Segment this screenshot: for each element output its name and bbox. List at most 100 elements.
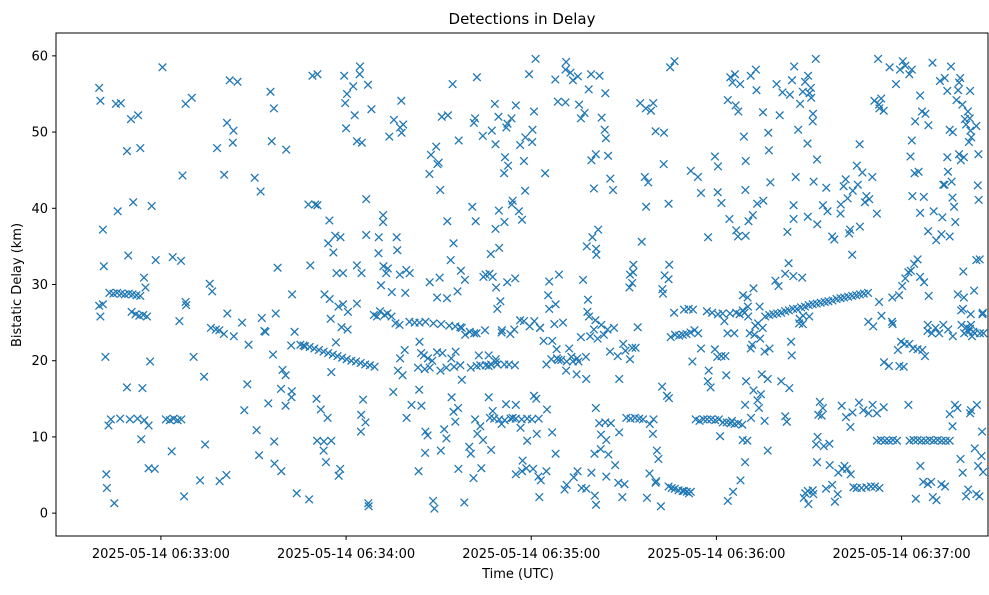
- data-point: [206, 323, 216, 333]
- data-point: [778, 88, 787, 97]
- data-point: [443, 216, 452, 226]
- data-point: [974, 149, 983, 159]
- y-tick-label: 0: [40, 507, 48, 522]
- data-point: [561, 366, 571, 375]
- data-point: [764, 146, 774, 155]
- data-point: [591, 403, 601, 413]
- data-point: [486, 445, 496, 455]
- data-point: [948, 127, 958, 137]
- data-point: [338, 268, 348, 278]
- data-point: [392, 232, 401, 242]
- data-point: [507, 114, 516, 123]
- data-point: [472, 329, 481, 338]
- data-point: [126, 114, 136, 124]
- data-point: [296, 340, 305, 349]
- data-point: [528, 464, 538, 474]
- data-point: [515, 140, 525, 150]
- data-point: [319, 347, 328, 356]
- data-point: [745, 329, 755, 338]
- data-point: [587, 156, 596, 165]
- data-point: [620, 479, 629, 489]
- data-point: [888, 319, 897, 329]
- data-point: [717, 351, 726, 361]
- data-point: [551, 300, 560, 309]
- data-point: [425, 277, 434, 287]
- data-point: [333, 351, 342, 361]
- data-point: [379, 261, 388, 271]
- data-point: [343, 307, 353, 317]
- data-point: [243, 380, 252, 389]
- data-point: [127, 307, 136, 317]
- data-point: [625, 354, 635, 364]
- data-point: [629, 260, 638, 269]
- data-point: [273, 263, 282, 272]
- data-point: [292, 489, 301, 498]
- data-point: [899, 362, 908, 372]
- data-point: [651, 478, 660, 487]
- data-point: [978, 467, 988, 477]
- data-point: [789, 62, 799, 71]
- data-point: [257, 313, 267, 323]
- data-point: [749, 284, 758, 293]
- data-point: [584, 312, 594, 321]
- data-point: [860, 197, 870, 207]
- data-point: [905, 69, 914, 79]
- data-point: [679, 305, 689, 314]
- data-point: [270, 459, 279, 468]
- data-point: [734, 107, 743, 116]
- data-point: [328, 350, 338, 359]
- data-point: [511, 101, 521, 110]
- data-point: [641, 202, 651, 212]
- data-point: [378, 217, 388, 227]
- data-point: [919, 277, 929, 287]
- data-point: [973, 181, 983, 190]
- y-axis-label: Bistatic Delay (km): [10, 223, 25, 347]
- data-point: [923, 226, 933, 236]
- data-point: [308, 71, 317, 80]
- data-point: [407, 400, 416, 410]
- data-point: [499, 168, 509, 178]
- data-point: [438, 348, 447, 358]
- data-point: [94, 83, 104, 93]
- data-point: [723, 95, 733, 105]
- data-point: [351, 357, 361, 366]
- data-point: [760, 347, 769, 356]
- data-point: [909, 259, 919, 269]
- data-point: [319, 446, 328, 455]
- data-point: [710, 152, 720, 161]
- data-point: [628, 268, 638, 277]
- data-point: [627, 343, 637, 353]
- data-point: [414, 466, 423, 476]
- data-point: [754, 403, 764, 413]
- data-point: [521, 133, 530, 142]
- data-point: [928, 492, 938, 502]
- data-point: [728, 487, 738, 497]
- data-point: [544, 277, 554, 286]
- data-point: [859, 405, 868, 415]
- data-point: [978, 309, 987, 319]
- data-point: [921, 109, 930, 119]
- data-point: [843, 194, 852, 203]
- data-point: [602, 435, 611, 445]
- data-point: [852, 161, 862, 170]
- data-point: [569, 473, 579, 482]
- data-point: [542, 466, 551, 476]
- data-point: [314, 345, 324, 355]
- data-point: [728, 78, 737, 87]
- data-point: [581, 484, 591, 493]
- data-point: [923, 326, 932, 336]
- data-point: [460, 275, 470, 285]
- data-point: [518, 456, 527, 465]
- data-point: [743, 293, 752, 302]
- data-point: [433, 159, 442, 169]
- data-point: [738, 420, 747, 429]
- data-point: [436, 366, 445, 375]
- data-point: [808, 117, 817, 126]
- data-point: [956, 306, 966, 315]
- data-point: [136, 434, 146, 444]
- data-point: [313, 200, 322, 210]
- data-point: [783, 227, 792, 237]
- data-point: [574, 357, 583, 366]
- data-point: [603, 151, 613, 160]
- data-point: [436, 446, 446, 455]
